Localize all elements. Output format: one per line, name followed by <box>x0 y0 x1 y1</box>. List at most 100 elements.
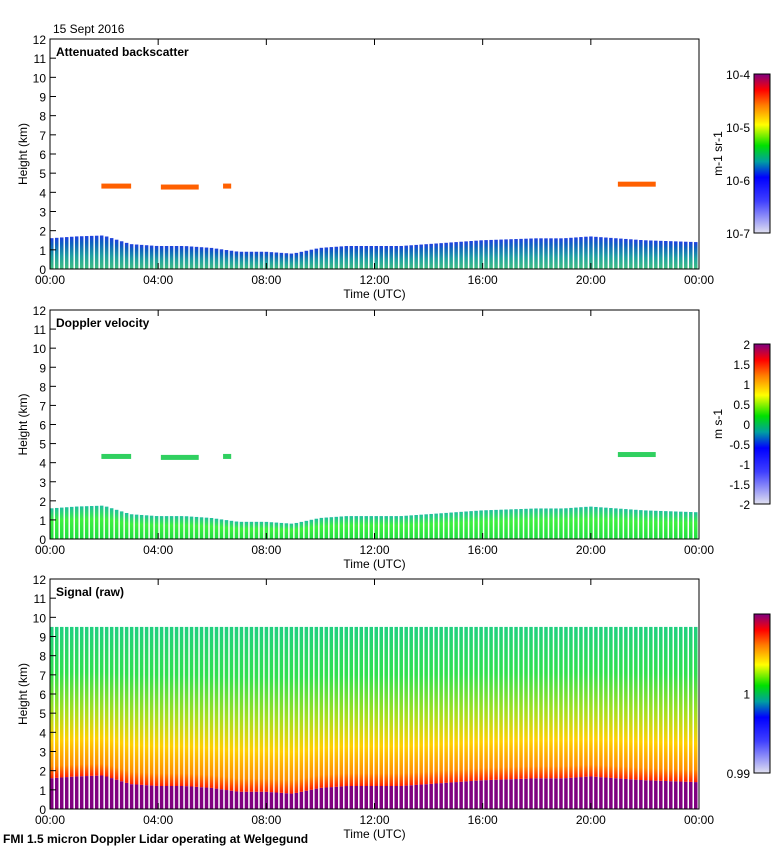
backscatter-column <box>459 241 463 269</box>
signal-column-low <box>374 786 378 809</box>
velocity-column <box>564 508 568 539</box>
y-tick-label: 8 <box>39 380 46 394</box>
backscatter-column <box>659 240 663 269</box>
backscatter-column <box>484 240 488 269</box>
signal-column <box>169 626 174 786</box>
velocity-column <box>464 511 468 539</box>
velocity-column <box>189 516 194 539</box>
colorbar-tick-label: -2 <box>739 498 750 512</box>
signal-column-low <box>419 784 423 809</box>
signal-column <box>679 626 683 782</box>
velocity-column <box>74 506 79 539</box>
backscatter-column <box>664 241 668 269</box>
velocity-column <box>634 509 638 539</box>
backscatter-column <box>544 238 548 269</box>
signal-column-low <box>504 779 508 809</box>
backscatter-column <box>269 252 274 269</box>
backscatter-column <box>169 246 174 269</box>
y-tick-label: 0 <box>39 803 46 817</box>
signal-column-low <box>594 776 598 809</box>
signal-column <box>284 626 289 794</box>
signal-column-low <box>369 786 374 809</box>
signal-column-low <box>134 784 139 809</box>
y-tick-label: 12 <box>33 304 47 318</box>
signal-column <box>264 626 269 792</box>
backscatter-column <box>689 241 693 269</box>
plot-frame <box>49 309 700 540</box>
signal-column <box>149 626 154 786</box>
signal-column <box>304 626 309 791</box>
backscatter-column <box>284 253 289 269</box>
velocity-column <box>619 508 623 539</box>
signal-column-low <box>589 776 593 809</box>
velocity-column <box>329 517 334 539</box>
y-tick-label: 3 <box>39 206 46 220</box>
y-tick-label: 5 <box>39 167 46 181</box>
x-tick-label: 00:00 <box>35 813 65 827</box>
x-tick-label: 12:00 <box>359 813 389 827</box>
signal-column <box>324 626 329 788</box>
signal-column <box>419 626 423 785</box>
signal-column <box>289 626 294 794</box>
colorbar-tick-label: -1 <box>739 458 750 472</box>
velocity-column <box>354 516 359 539</box>
backscatter-column <box>94 235 99 269</box>
y-axis-label: Height (km) <box>16 663 30 725</box>
signal-column <box>209 626 214 788</box>
velocity-column <box>574 507 578 539</box>
signal-column <box>114 626 119 780</box>
velocity-column <box>669 511 673 539</box>
signal-column-low <box>279 792 284 809</box>
signal-column-low <box>584 776 588 809</box>
signal-column-low <box>499 779 503 809</box>
velocity-column <box>279 522 284 539</box>
backscatter-column <box>509 239 513 269</box>
backscatter-column <box>549 238 553 269</box>
signal-column <box>414 626 418 785</box>
y-tick-label: 12 <box>33 573 47 587</box>
signal-column <box>454 626 458 783</box>
signal-column-low <box>439 783 443 809</box>
signal-column-low <box>529 778 533 809</box>
velocity-column <box>519 508 523 539</box>
signal-column <box>449 626 453 783</box>
backscatter-column <box>369 246 374 269</box>
velocity-column <box>654 510 658 539</box>
signal-column <box>564 626 568 779</box>
signal-column <box>64 626 69 778</box>
signal-column <box>514 626 518 780</box>
signal-column <box>154 626 159 786</box>
signal-column-low <box>619 778 623 809</box>
signal-column-low <box>679 781 683 809</box>
backscatter-column <box>519 238 523 269</box>
signal-column-low <box>89 775 94 809</box>
backscatter-column <box>414 244 418 269</box>
x-tick-label: 00:00 <box>684 273 714 287</box>
signal-column <box>159 626 164 786</box>
backscatter-column <box>504 239 508 269</box>
colorbar-tick-label: 10-5 <box>726 121 750 135</box>
backscatter-column <box>394 246 398 269</box>
signal-column <box>464 626 468 782</box>
velocity-column <box>224 520 229 539</box>
y-tick-label: 3 <box>39 746 46 760</box>
velocity-column <box>389 516 393 539</box>
signal-column-low <box>204 787 209 809</box>
x-tick-label: 04:00 <box>143 273 173 287</box>
signal-column-low <box>319 787 324 809</box>
elevated-aerosol-layer <box>160 184 199 190</box>
backscatter-column <box>324 247 329 269</box>
backscatter-column <box>289 253 294 269</box>
backscatter-column <box>454 242 458 269</box>
velocity-column <box>554 508 558 539</box>
signal-column-low <box>99 775 104 809</box>
backscatter-column <box>539 238 543 269</box>
colorbar-tick-label: 1 <box>743 378 750 392</box>
panel-title: Doppler velocity <box>56 316 150 330</box>
backscatter-column <box>379 246 383 269</box>
backscatter-column <box>294 252 299 269</box>
signal-column-low <box>234 791 239 809</box>
signal-column-low <box>604 777 608 809</box>
